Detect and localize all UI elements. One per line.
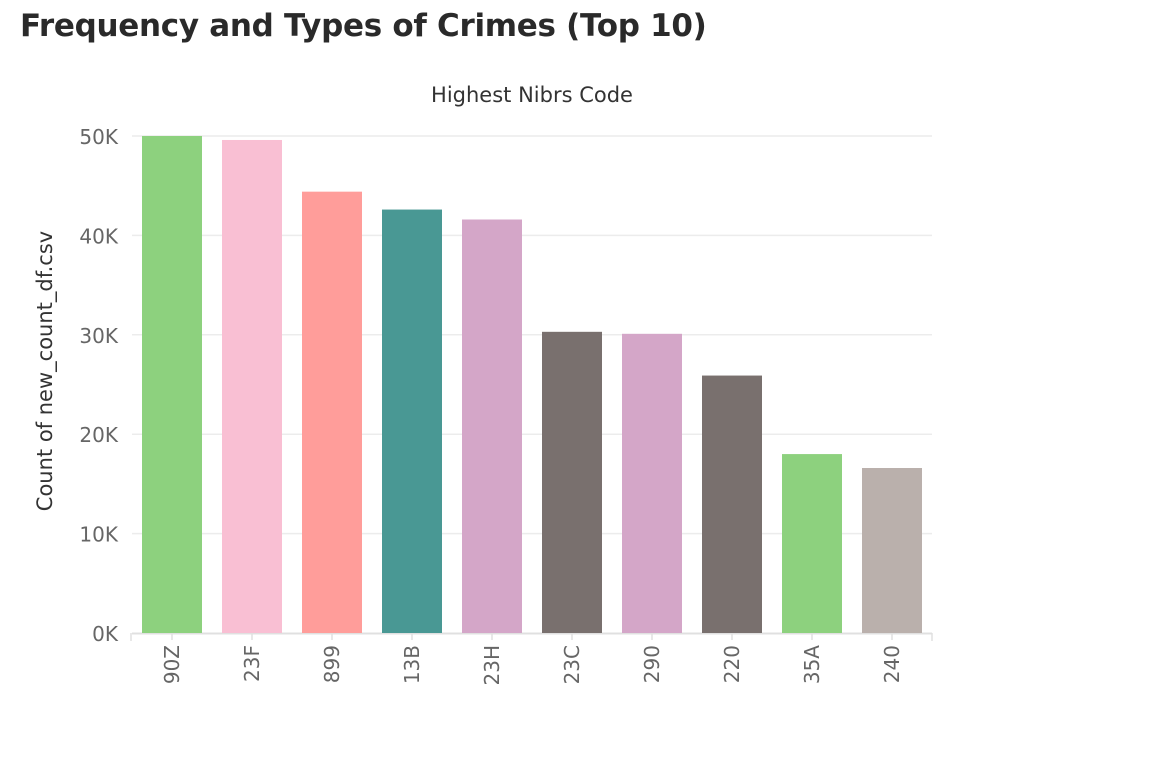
x-tick-label: 23H	[480, 645, 504, 686]
x-tick-label: 23C	[560, 645, 584, 684]
bars	[142, 136, 922, 633]
bar-220[interactable]	[702, 375, 762, 633]
x-axis-ticks: 90Z 23F 899 13B 23H 23C 290 220 35A 240	[130, 633, 933, 686]
x-tick-label: 13B	[400, 645, 424, 684]
x-tick-label: 35A	[800, 645, 824, 684]
y-axis-label: Count of new_count_df.csv	[33, 231, 58, 511]
bar-290[interactable]	[622, 333, 682, 633]
x-tick-label: 290	[640, 645, 664, 683]
y-axis-ticks: 0K 10K 20K 30K 40K 50K	[79, 125, 118, 646]
bar-23c[interactable]	[542, 331, 602, 633]
bar-13b[interactable]	[382, 209, 442, 633]
bar-899[interactable]	[302, 191, 362, 633]
chart-title: Highest Nibrs Code	[431, 83, 633, 107]
bar-240[interactable]	[862, 467, 922, 633]
x-tick-label: 899	[320, 645, 344, 683]
y-tick-label: 30K	[79, 324, 118, 348]
y-tick-label: 0K	[92, 622, 119, 646]
y-tick-label: 20K	[79, 423, 118, 447]
x-tick-label: 23F	[240, 645, 264, 682]
bar-90z[interactable]	[142, 136, 202, 633]
bar-23h[interactable]	[462, 219, 522, 633]
x-tick-label: 240	[880, 645, 904, 683]
y-tick-label: 50K	[79, 125, 118, 149]
page-title: Frequency and Types of Crimes (Top 10)	[20, 8, 707, 44]
bar-23f[interactable]	[222, 139, 282, 633]
bar-35a[interactable]	[782, 454, 842, 633]
x-tick-label: 90Z	[160, 645, 184, 684]
y-tick-label: 10K	[79, 523, 118, 547]
y-tick-label: 40K	[79, 224, 118, 248]
x-tick-label: 220	[720, 645, 744, 683]
